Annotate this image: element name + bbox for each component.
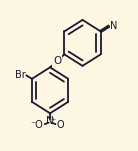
Text: O: O [53, 56, 61, 66]
Text: N: N [46, 116, 54, 126]
Text: Br: Br [15, 70, 26, 80]
Text: O: O [57, 120, 65, 130]
Text: +: + [50, 117, 55, 122]
Text: ⁻O: ⁻O [30, 120, 43, 130]
Text: N: N [110, 21, 118, 31]
